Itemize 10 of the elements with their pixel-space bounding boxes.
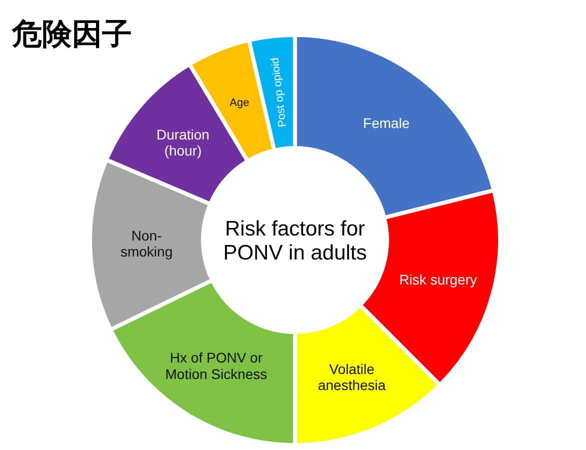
slice-label: Risk surgery	[399, 272, 478, 288]
text: Risk factors for PONV in adults	[223, 217, 367, 264]
slice-label: Post op opioid	[269, 57, 289, 128]
slice-label: Age	[230, 97, 250, 110]
slice-label: Female	[363, 114, 410, 131]
slice-label: Non- smoking	[120, 228, 173, 260]
chart-title: 危険因子	[11, 18, 132, 51]
slice-label: Volatile anesthesia	[318, 361, 386, 394]
slice-label: Hx of PONV or Motion Sickness	[165, 350, 268, 382]
slice-label: Duration (hour)	[156, 126, 210, 158]
